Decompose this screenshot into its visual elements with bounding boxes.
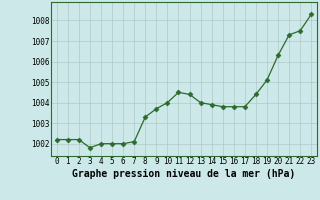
- X-axis label: Graphe pression niveau de la mer (hPa): Graphe pression niveau de la mer (hPa): [72, 169, 296, 179]
